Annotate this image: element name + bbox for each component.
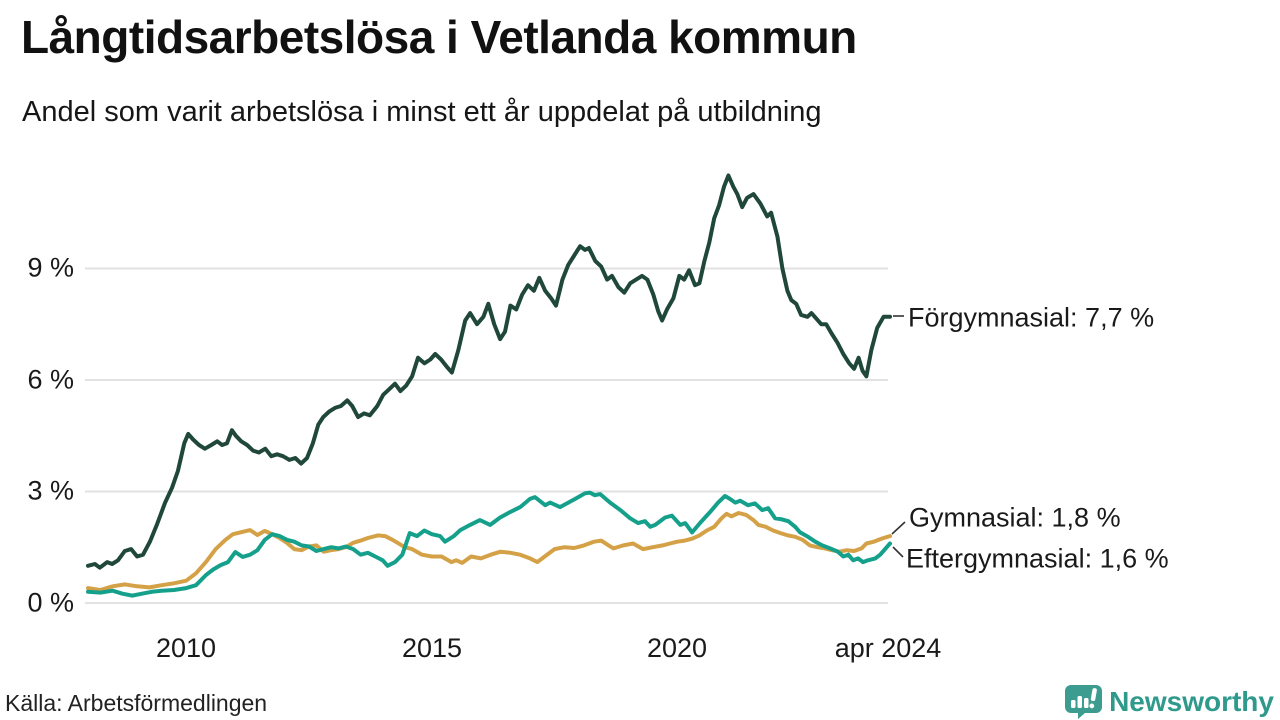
y-tick-0: 0 % <box>27 587 74 618</box>
x-tick-apr-2024: apr 2024 <box>834 633 942 663</box>
brand-name: Newsworthy <box>1109 686 1274 717</box>
line-gymnasial <box>86 511 892 592</box>
line-förgymnasial <box>86 173 892 570</box>
y-tick-6: 6 % <box>27 364 74 395</box>
line-eftergymnasial <box>86 490 892 598</box>
series-label-forgymnasial: Förgymnasial: 7,7 % <box>908 302 1155 333</box>
brand-logo: Newsworthy <box>1065 684 1274 720</box>
x-tick-2015: 2015 <box>401 633 463 663</box>
series-label-gymnasial: Gymnasial: 1,8 % <box>909 502 1121 533</box>
callout-connector-gymnasial <box>891 521 906 535</box>
page-subtitle: Andel som varit arbetslösa i minst ett å… <box>22 96 822 128</box>
y-tick-3: 3 % <box>27 475 74 506</box>
series-label-eftergymnasial: Eftergymnasial: 1,6 % <box>906 543 1169 574</box>
page-title: Långtidsarbetslösa i Vetlanda kommun <box>21 11 857 63</box>
source-credit: Källa: Arbetsförmedlingen <box>5 690 268 716</box>
x-tick-2020: 2020 <box>646 633 708 663</box>
y-tick-9: 9 % <box>27 252 74 283</box>
newsworthy-bubble-barchart-icon <box>1065 685 1103 719</box>
x-tick-2010: 2010 <box>155 633 217 663</box>
callout-connector-eftergymnasial <box>892 546 904 558</box>
